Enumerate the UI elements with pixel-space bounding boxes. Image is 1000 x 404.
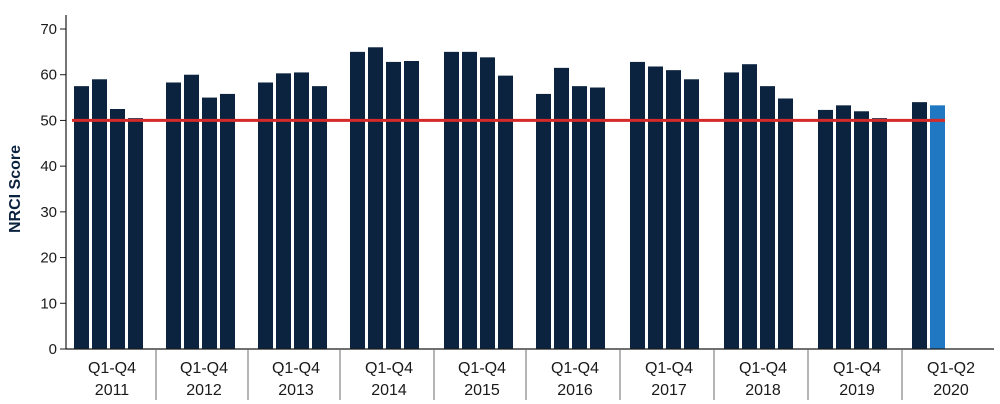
bar-2018-q2	[742, 64, 757, 349]
x-group-year-label: 2015	[464, 382, 500, 399]
x-axis: Q1-Q4 2011 Q1-Q4 2012 Q1-Q4 2013 Q1-Q4 2014 Q1-Q…	[66, 348, 994, 400]
x-group-year-label: 2019	[839, 382, 875, 399]
bar-2012-q4	[220, 93, 235, 350]
y-axis: 0 10 20 30 40 50 60 70	[40, 15, 67, 358]
y-axis-title: NRCI Score	[7, 145, 24, 233]
y-tick-label: 60	[40, 67, 57, 84]
x-group-range-label: Q1-Q4	[272, 360, 320, 377]
bar-2015-q1	[444, 51, 459, 349]
bar-2019-q4	[872, 118, 887, 350]
x-group-year-label: 2018	[745, 382, 781, 399]
x-group-range-label: Q1-Q4	[458, 360, 506, 377]
bar-2019-q2	[836, 105, 851, 349]
bar-2015-q4	[498, 75, 513, 349]
bar-2016-q2	[554, 67, 569, 349]
y-tick-label: 50	[40, 112, 57, 129]
bar-2014-q1	[350, 51, 365, 349]
x-group-year-label: 2016	[557, 382, 593, 399]
bar-2019-q3	[854, 111, 869, 350]
bar-2018-q3	[760, 86, 775, 350]
bar-2012-q1	[166, 82, 181, 349]
y-tick-label: 30	[40, 204, 57, 221]
y-tick-label: 0	[49, 341, 57, 358]
bars	[74, 47, 945, 350]
bar-2013-q1	[258, 82, 273, 349]
bar-2017-q4	[684, 79, 699, 350]
bar-2011-q3	[110, 109, 125, 349]
x-group-year-label: 2011	[95, 382, 130, 399]
bar-2020-q2	[930, 105, 945, 349]
x-group-range-label: Q1-Q4	[365, 360, 413, 377]
bar-2011-q4	[128, 118, 143, 350]
y-tick-label: 70	[40, 21, 57, 38]
bar-2011-q2	[92, 79, 107, 350]
bar-2018-q4	[778, 98, 793, 349]
x-group-year-label: 2014	[371, 382, 407, 399]
bar-2016-q4	[590, 87, 605, 349]
bar-2017-q2	[648, 66, 663, 349]
x-group-range-label: Q1-Q4	[833, 360, 881, 377]
bar-2012-q2	[184, 74, 199, 349]
x-group-year-label: 2012	[186, 382, 222, 399]
bar-2012-q3	[202, 97, 217, 349]
bar-2013-q4	[312, 86, 327, 350]
y-tick-label: 40	[40, 158, 57, 175]
bar-2015-q2	[462, 51, 477, 349]
bar-2014-q4	[404, 61, 419, 349]
x-group-range-label: Q1-Q4	[645, 360, 693, 377]
bar-2015-q3	[480, 57, 495, 349]
bar-2013-q3	[294, 72, 309, 349]
y-tick-label: 20	[40, 250, 57, 267]
bar-2013-q2	[276, 73, 291, 349]
x-group-year-label: 2017	[651, 382, 687, 399]
x-group-range-label: Q1-Q4	[180, 360, 228, 377]
x-group-range-label: Q1-Q4	[88, 360, 136, 377]
x-group-range-label: Q1-Q4	[739, 360, 787, 377]
bar-2017-q1	[630, 61, 645, 350]
bar-2018-q1	[724, 72, 739, 349]
bar-2016-q1	[536, 93, 551, 350]
bar-2011-q1	[74, 86, 89, 350]
x-group-year-label: 2013	[278, 382, 314, 399]
x-group-year-label: 2020	[933, 382, 969, 399]
bar-2017-q3	[666, 70, 681, 350]
x-group-range-label: Q1-Q2	[927, 360, 975, 377]
y-tick-label: 10	[40, 295, 57, 312]
bar-2016-q3	[572, 86, 587, 350]
bar-2019-q1	[818, 109, 833, 350]
x-group-range-label: Q1-Q4	[551, 360, 599, 377]
bar-2014-q3	[386, 61, 401, 350]
bar-2014-q2	[368, 47, 383, 350]
bar-2020-q1	[912, 102, 927, 350]
